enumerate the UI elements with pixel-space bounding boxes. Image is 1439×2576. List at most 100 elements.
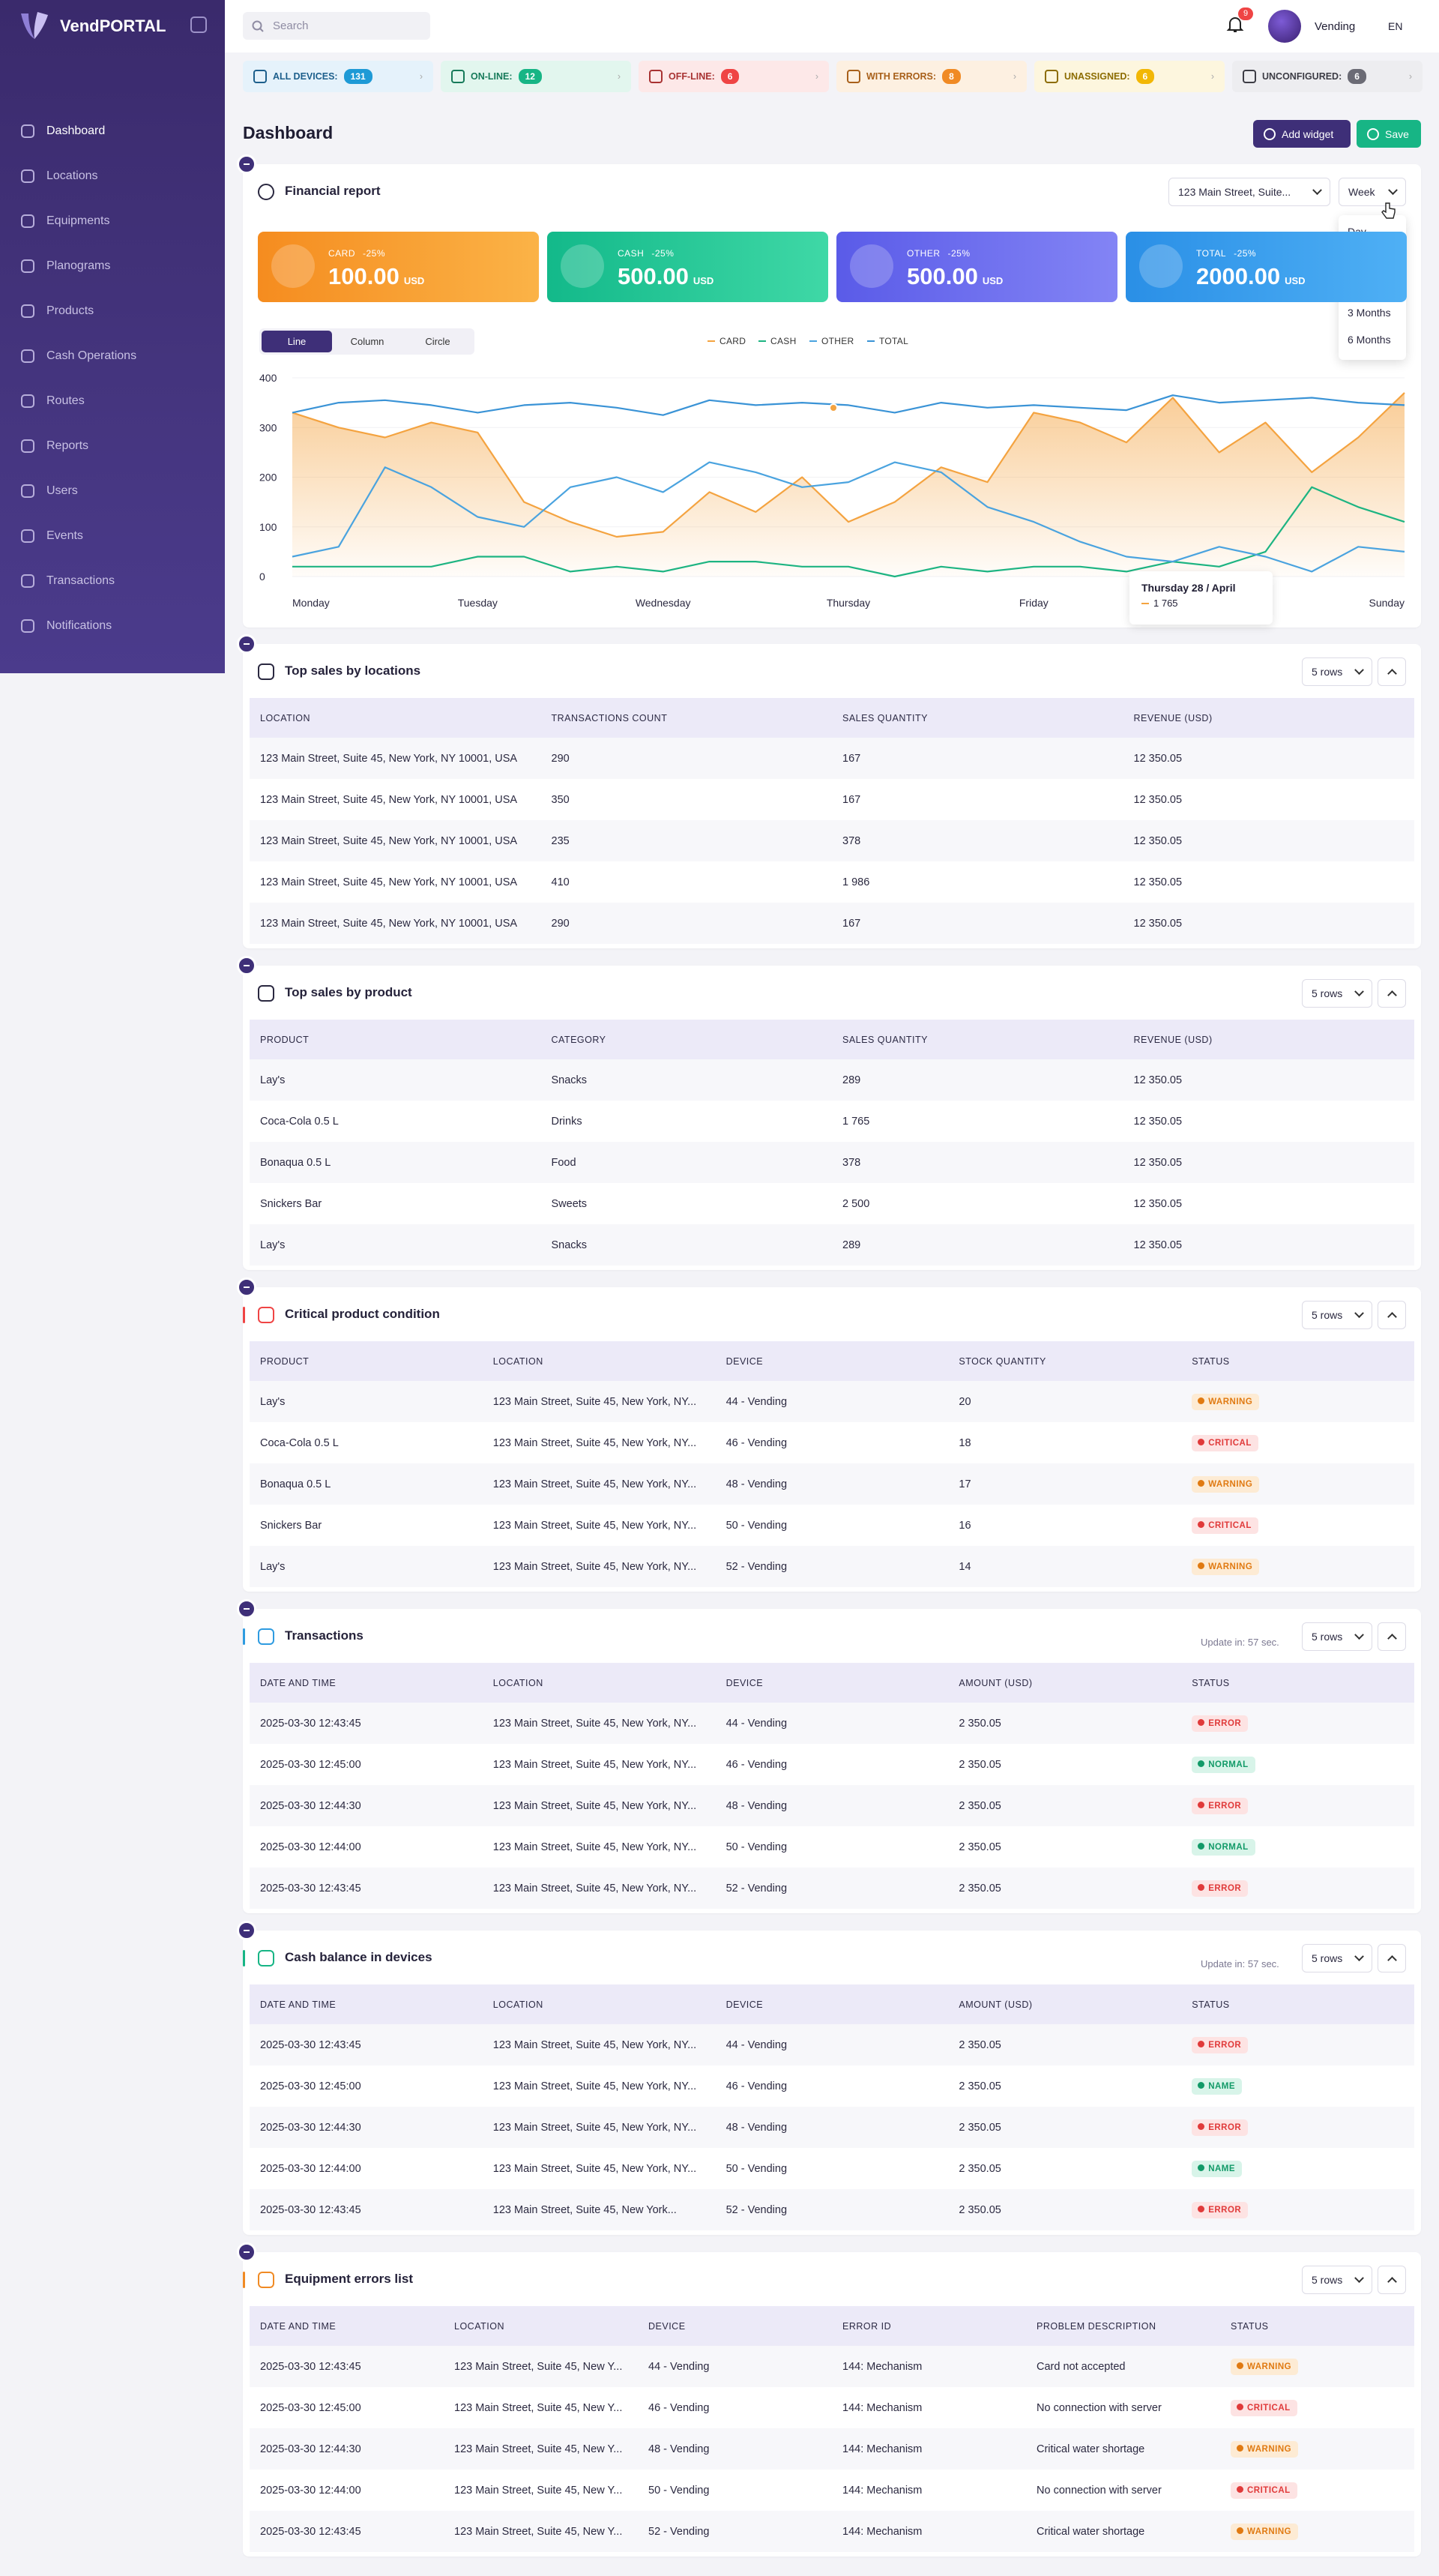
- rows-select[interactable]: 5 rows: [1302, 1944, 1372, 1972]
- remove-widget[interactable]: [237, 1278, 256, 1297]
- collapse-button[interactable]: [1378, 979, 1406, 1008]
- column-header[interactable]: ERROR ID: [832, 2306, 1026, 2346]
- column-header[interactable]: DATE AND TIME: [250, 2306, 444, 2346]
- nav-item[interactable]: Transactions: [21, 566, 208, 596]
- series-area: [292, 392, 1405, 577]
- table-row: 2025-03-30 12:44:00 123 Main Street, Suit…: [250, 1826, 1414, 1868]
- status-chip[interactable]: UNASSIGNED: 6 ›: [1034, 61, 1225, 92]
- column-header[interactable]: SALES QUANTITY: [832, 1020, 1123, 1059]
- period-select[interactable]: Week: [1339, 178, 1406, 206]
- column-header[interactable]: DATE AND TIME: [250, 1984, 483, 2024]
- table-cell: WARNING: [1181, 1463, 1414, 1505]
- card-title: Transactions: [285, 1628, 363, 1643]
- column-header[interactable]: DEVICE: [715, 1341, 949, 1381]
- remove-widget[interactable]: [237, 1599, 256, 1619]
- period-option[interactable]: 6 Months: [1348, 334, 1391, 346]
- user-name[interactable]: Vending: [1315, 20, 1356, 33]
- column-header[interactable]: STATUS: [1181, 1984, 1414, 2024]
- card-icon: [258, 1307, 274, 1323]
- status-chip[interactable]: UNCONFIGURED: 6 ›: [1232, 61, 1423, 92]
- status-chip[interactable]: OFF-LINE: 6 ›: [639, 61, 829, 92]
- nav-item[interactable]: Products: [21, 296, 208, 326]
- column-header[interactable]: STATUS: [1220, 2306, 1414, 2346]
- column-header[interactable]: STATUS: [1181, 1341, 1414, 1381]
- column-header[interactable]: LOCATION: [250, 698, 541, 738]
- column-header[interactable]: PROBLEM DESCRIPTION: [1026, 2306, 1220, 2346]
- collapse-button[interactable]: [1378, 657, 1406, 686]
- column-header[interactable]: LOCATION: [482, 1984, 716, 2024]
- nav-item[interactable]: Equipments: [21, 206, 208, 236]
- column-header[interactable]: LOCATION: [482, 1663, 716, 1703]
- remove-widget[interactable]: [237, 154, 256, 174]
- language[interactable]: EN: [1388, 20, 1403, 32]
- nav-item[interactable]: Cash Operations: [21, 341, 208, 371]
- column-header[interactable]: SALES QUANTITY: [832, 698, 1123, 738]
- column-header[interactable]: LOCATION: [444, 2306, 638, 2346]
- bell-icon[interactable]: [1226, 15, 1244, 34]
- column-header[interactable]: STOCK QUANTITY: [948, 1341, 1182, 1381]
- table-cell: 2025-03-30 12:44:00: [260, 2484, 361, 2497]
- rows-select[interactable]: 5 rows: [1302, 1622, 1372, 1651]
- period-option[interactable]: 3 Months: [1348, 307, 1391, 319]
- chart-type-option[interactable]: Line: [262, 331, 332, 352]
- column-header[interactable]: CATEGORY: [540, 1020, 832, 1059]
- nav-item[interactable]: Planograms: [21, 251, 208, 281]
- rows-select[interactable]: 5 rows: [1302, 1301, 1372, 1329]
- chart-type-option[interactable]: Column: [350, 336, 384, 347]
- column-header[interactable]: LOCATION: [482, 1341, 716, 1381]
- column-header[interactable]: REVENUE (USD): [1123, 698, 1414, 738]
- nav-item[interactable]: Dashboard: [21, 116, 208, 146]
- collapse-button[interactable]: [1378, 1622, 1406, 1651]
- column-header[interactable]: DEVICE: [638, 2306, 832, 2346]
- legend-item[interactable]: TOTAL: [867, 336, 908, 346]
- column-header[interactable]: STATUS: [1181, 1663, 1414, 1703]
- column-header[interactable]: DEVICE: [715, 1663, 949, 1703]
- rows-select[interactable]: 5 rows: [1302, 979, 1372, 1008]
- status-chip[interactable]: WITH ERRORS: 8 ›: [836, 61, 1027, 92]
- collapse-button[interactable]: [1378, 1301, 1406, 1329]
- collapse-button[interactable]: [1378, 2266, 1406, 2294]
- nav-item[interactable]: Reports: [21, 431, 208, 461]
- chart-type-option[interactable]: Circle: [425, 336, 450, 347]
- location-select[interactable]: 123 Main Street, Suite...: [1168, 178, 1330, 206]
- remove-widget[interactable]: [237, 2242, 256, 2262]
- table-cell: 2025-03-30 12:43:45: [250, 1868, 483, 1909]
- nav-label: Routes: [46, 394, 85, 407]
- nav-label: Planograms: [46, 259, 111, 272]
- legend-item[interactable]: CARD: [708, 336, 746, 346]
- nav-item[interactable]: Routes: [21, 386, 208, 416]
- remove-widget[interactable]: [237, 1921, 256, 1940]
- add-widget-button[interactable]: Add widget: [1253, 120, 1351, 148]
- remove-widget[interactable]: [237, 634, 256, 654]
- column-header[interactable]: PRODUCT: [250, 1020, 541, 1059]
- avatar[interactable]: [1268, 10, 1301, 43]
- x-tick-label: Friday: [1019, 597, 1049, 609]
- column-header[interactable]: PRODUCT: [250, 1341, 483, 1381]
- column-header[interactable]: DATE AND TIME: [250, 1663, 483, 1703]
- chip-label: OFF-LINE:: [669, 71, 715, 82]
- table-row: 2025-03-30 12:45:00 123 Main Street, Suit…: [250, 2065, 1414, 2107]
- rows-select[interactable]: 5 rows: [1302, 657, 1372, 686]
- table-cell: ERROR: [1181, 1868, 1414, 1909]
- column-header[interactable]: DEVICE: [715, 1984, 949, 2024]
- search-input[interactable]: Search: [243, 12, 430, 40]
- collapse-button[interactable]: [1378, 1944, 1406, 1972]
- column-header[interactable]: TRANSACTIONS COUNT: [540, 698, 832, 738]
- rows-select[interactable]: 5 rows: [1302, 2266, 1372, 2294]
- save-button[interactable]: Save: [1357, 120, 1421, 148]
- nav-item[interactable]: Notifications: [21, 611, 208, 641]
- table-row: 2025-03-30 12:44:30 123 Main Street, Suit…: [250, 1785, 1414, 1826]
- nav-item[interactable]: Events: [21, 521, 208, 551]
- column-header[interactable]: REVENUE (USD): [1123, 1020, 1414, 1059]
- legend-item[interactable]: CASH: [758, 336, 797, 346]
- remove-widget[interactable]: [237, 956, 256, 975]
- status-chip[interactable]: ON-LINE: 12 ›: [441, 61, 631, 92]
- nav-item[interactable]: Users: [21, 476, 208, 506]
- nav-item[interactable]: Locations: [21, 161, 208, 191]
- column-header[interactable]: AMOUNT (USD): [948, 1663, 1182, 1703]
- table-cell: 46 - Vending: [648, 2401, 710, 2414]
- legend-item[interactable]: OTHER: [809, 336, 854, 346]
- status-chip[interactable]: ALL DEVICES: 131 ›: [243, 61, 433, 92]
- collapse-sidebar[interactable]: [190, 16, 207, 33]
- column-header[interactable]: AMOUNT (USD): [948, 1984, 1182, 2024]
